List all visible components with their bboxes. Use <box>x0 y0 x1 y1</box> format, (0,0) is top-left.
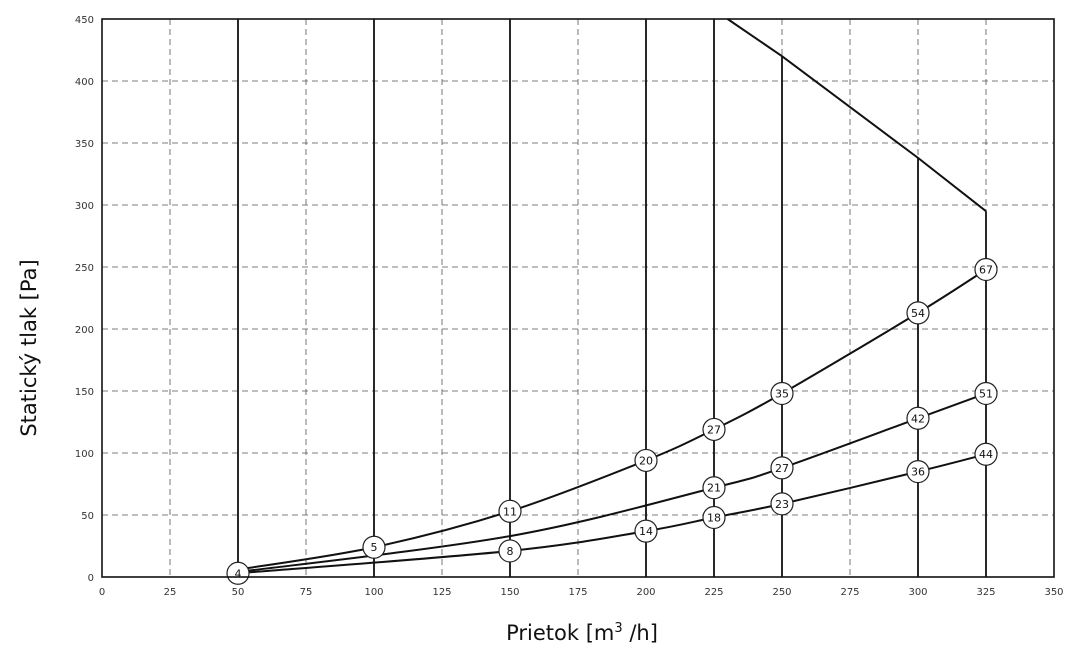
y-tick-label: 450 <box>75 15 94 26</box>
y-tick-label: 300 <box>75 201 94 212</box>
data-point-marker: 23 <box>770 492 794 516</box>
data-point-label: 36 <box>911 466 925 479</box>
data-point-circle <box>974 257 998 282</box>
data-point-marker: 42 <box>906 406 930 430</box>
data-point-label: 27 <box>775 462 789 475</box>
data-point-circle <box>906 460 930 484</box>
x-tick-label: 125 <box>432 587 451 598</box>
data-point-circle <box>906 406 930 430</box>
data-point-label: 67 <box>979 263 993 276</box>
x-tick-label: 175 <box>568 587 587 598</box>
grid <box>102 19 1054 577</box>
plot-frame <box>101 18 1055 578</box>
x-tick-label: 200 <box>636 587 655 598</box>
y-tick-label: 0 <box>88 573 94 584</box>
y-tick-label: 200 <box>75 325 94 336</box>
data-point-label: 23 <box>775 498 789 511</box>
series-line-3 <box>237 453 987 575</box>
data-point-circle <box>974 381 998 406</box>
data-point-circle <box>702 505 726 530</box>
x-tick-label: 25 <box>164 587 177 598</box>
data-point-label: 18 <box>707 511 721 524</box>
data-point-label: 21 <box>707 482 721 495</box>
x-tick-label: 300 <box>908 587 927 598</box>
data-point-label: 44 <box>979 448 993 461</box>
data-point-circle <box>702 417 726 442</box>
data-point-marker: 35 <box>770 381 794 406</box>
y-tick-label: 400 <box>75 77 94 88</box>
x-tick-label: 100 <box>364 587 383 598</box>
y-tick-label: 150 <box>75 387 94 398</box>
data-point-label: 51 <box>979 387 993 400</box>
data-point-label: 11 <box>503 505 517 518</box>
x-tick-label: 0 <box>99 587 105 598</box>
data-point-marker: 36 <box>906 460 930 484</box>
data-point-label: 27 <box>707 423 721 436</box>
data-point-label: 42 <box>911 412 925 425</box>
y-tick-label: 350 <box>75 139 94 150</box>
data-point-circle <box>770 456 794 480</box>
data-point-marker: 14 <box>634 519 658 543</box>
data-point-circle <box>498 539 522 563</box>
data-point-marker: 51 <box>974 381 998 406</box>
data-point-circle <box>226 561 250 585</box>
data-point-marker: 11 <box>498 499 522 523</box>
x-tick-label: 350 <box>1044 587 1063 598</box>
y-axis-title: Statický tlak [Pa] <box>17 259 41 436</box>
data-point-label: 14 <box>639 525 653 538</box>
data-point-circle <box>974 442 998 466</box>
data-point-label: 4 <box>235 567 242 580</box>
operating-flow-lines <box>237 19 987 577</box>
x-tick-label: 50 <box>232 587 245 598</box>
x-tick-label: 275 <box>840 587 859 598</box>
data-point-marker: 8 <box>498 539 522 563</box>
data-point-marker: 67 <box>974 257 998 282</box>
data-point-circle <box>770 492 794 516</box>
data-point-circle <box>498 499 522 523</box>
x-axis-title: Prietok [m3 /h] <box>506 621 658 645</box>
series-line-1 <box>237 268 987 571</box>
data-point-marker: 4 <box>226 561 250 585</box>
curves <box>237 18 987 575</box>
data-point-marker: 27 <box>702 417 726 442</box>
data-point-circle <box>634 448 658 473</box>
data-point-marker: 44 <box>974 442 998 466</box>
data-point-circle <box>702 476 726 500</box>
data-point-label: 20 <box>639 454 653 467</box>
data-point-circle <box>770 381 794 406</box>
x-tick-label: 75 <box>300 587 313 598</box>
data-point-marker: 5 <box>362 535 386 559</box>
point-markers: 5 11 20 27 35 54 67 21 27 42 51 4 8 14 18 23 36 44 <box>226 257 998 585</box>
y-tick-label: 100 <box>75 449 94 460</box>
data-point-marker: 54 <box>906 301 930 325</box>
x-tick-label: 250 <box>772 587 791 598</box>
data-point-circle <box>634 519 658 543</box>
y-tick-label: 50 <box>81 511 94 522</box>
y-tick-label: 250 <box>75 263 94 274</box>
data-point-circle <box>906 301 930 325</box>
data-point-marker: 21 <box>702 476 726 500</box>
data-point-marker: 27 <box>770 456 794 480</box>
data-point-label: 8 <box>507 545 514 558</box>
x-tick-label: 150 <box>500 587 519 598</box>
data-point-label: 5 <box>371 541 378 554</box>
data-point-circle <box>362 535 386 559</box>
data-point-label: 54 <box>911 307 925 320</box>
data-point-label: 35 <box>775 387 789 400</box>
x-tick-label: 325 <box>976 587 995 598</box>
x-tick-label: 225 <box>704 587 723 598</box>
data-point-marker: 20 <box>634 448 658 473</box>
tick-labels: 0 50 100 150 200 250 300 350 400 450 0 25 50 75 100 125… <box>75 15 1064 598</box>
data-point-marker: 18 <box>702 505 726 530</box>
limit-curve <box>727 18 987 212</box>
